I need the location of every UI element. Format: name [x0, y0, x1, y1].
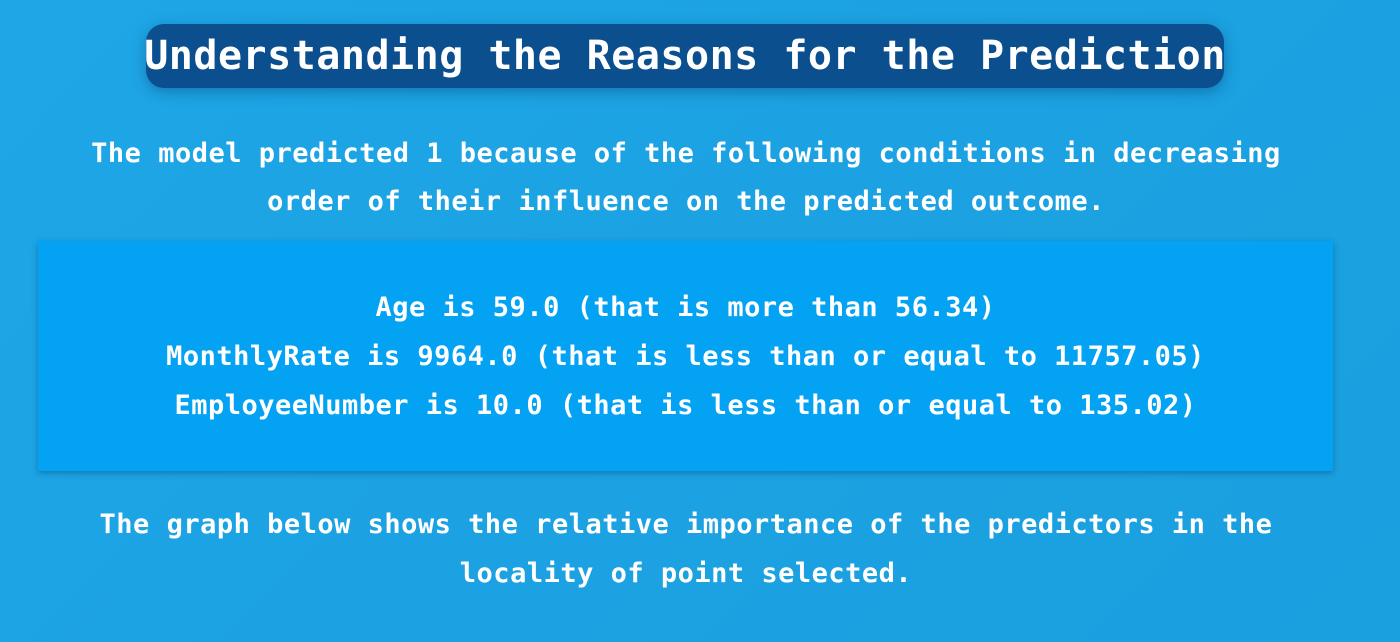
intro-line-2: order of their influence on the predicte… — [267, 186, 1105, 217]
conditions-panel: Age is 59.0 (that is more than 56.34) Mo… — [38, 241, 1333, 471]
title-banner: Understanding the Reasons for the Predic… — [144, 24, 1226, 88]
outro-line-1: The graph below shows the relative impor… — [99, 509, 1273, 540]
outro-line-2: locality of point selected. — [459, 558, 913, 589]
intro-line-1: The model predicted 1 because of the fol… — [91, 138, 1281, 169]
page-title: Understanding the Reasons for the Predic… — [144, 33, 1226, 79]
prediction-intro: The model predicted 1 because of the fol… — [40, 130, 1332, 226]
graph-description: The graph below shows the relative impor… — [40, 500, 1332, 598]
condition-age: Age is 59.0 (that is more than 56.34) — [375, 291, 996, 323]
condition-employee-number: EmployeeNumber is 10.0 (that is less tha… — [174, 389, 1197, 421]
condition-monthly-rate: MonthlyRate is 9964.0 (that is less than… — [166, 340, 1205, 372]
